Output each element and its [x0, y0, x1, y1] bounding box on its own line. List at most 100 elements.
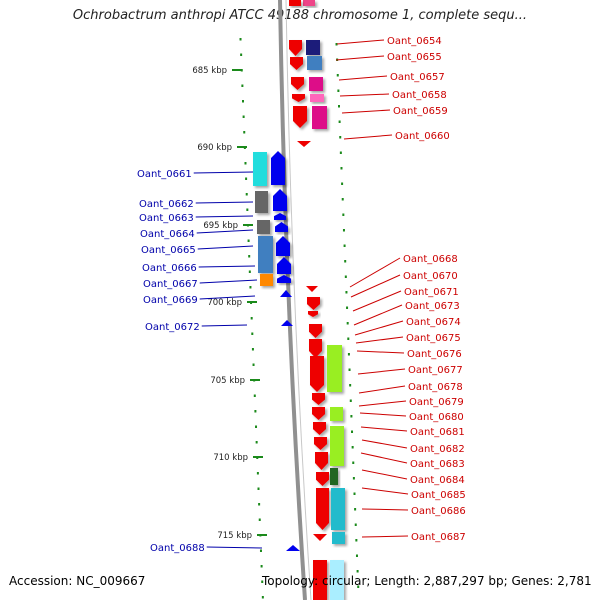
gene-label-reverse[interactable]: Oant_0682: [410, 444, 465, 455]
gene-label-forward[interactable]: Oant_0663: [139, 213, 194, 224]
gene-label-reverse[interactable]: Oant_0659: [393, 106, 448, 117]
scale-dot: [260, 565, 263, 568]
gene-arrow-reverse: [315, 452, 328, 470]
scale-dot: [336, 74, 339, 77]
gene-block: [303, 0, 315, 6]
gene-arrow-reverse: [290, 57, 303, 70]
gene-label-reverse[interactable]: Oant_0657: [390, 72, 445, 83]
gene-label-reverse[interactable]: Oant_0671: [404, 287, 459, 298]
gene-label-forward[interactable]: Oant_0661: [137, 169, 192, 180]
label-leader: [355, 336, 404, 344]
kbp-tick-label: 685 kbp: [192, 66, 227, 76]
gene-block: [330, 407, 343, 421]
gene-block: [289, 0, 301, 6]
gene-label-reverse[interactable]: Oant_0678: [408, 382, 463, 393]
gene-label-forward[interactable]: Oant_0667: [143, 279, 198, 290]
label-leader: [343, 134, 393, 140]
scale-dot: [258, 503, 261, 506]
gene-block: [257, 220, 270, 234]
gene-label-reverse[interactable]: Oant_0684: [410, 475, 465, 486]
label-leader: [198, 265, 256, 268]
label-leader: [339, 93, 390, 97]
gene-label-reverse[interactable]: Oant_0681: [410, 427, 465, 438]
scale-dot: [255, 441, 258, 444]
label-leader: [196, 229, 254, 234]
gene-label-reverse[interactable]: Oant_0686: [411, 506, 466, 517]
gene-arrow-forward: [277, 275, 291, 283]
scale-dot: [340, 167, 343, 170]
scale-dot: [243, 131, 246, 134]
label-leader: [360, 426, 408, 432]
label-leader: [361, 487, 409, 495]
gene-label-reverse[interactable]: Oant_0687: [411, 532, 466, 543]
scale-dot: [350, 415, 353, 418]
accession-text: Accession: NC_009667: [9, 574, 146, 588]
gene-arrow-forward: [274, 213, 286, 220]
gene-label-forward[interactable]: Oant_0669: [143, 295, 198, 306]
label-leader: [199, 279, 258, 284]
gene-block: [313, 560, 327, 600]
gene-block: [253, 152, 267, 186]
gene-arrow-reverse: [307, 297, 320, 310]
gene-arrow-reverse: [312, 393, 325, 405]
gene-label-forward[interactable]: Oant_0672: [145, 322, 200, 333]
label-leader: [361, 508, 409, 511]
scale-dot: [245, 193, 248, 196]
scale-dot: [346, 306, 349, 309]
gene-label-reverse[interactable]: Oant_0675: [406, 333, 461, 344]
gene-label-reverse[interactable]: Oant_0668: [403, 254, 458, 265]
label-leader: [352, 290, 402, 312]
gene-label-reverse[interactable]: Oant_0658: [392, 90, 447, 101]
gene-label-reverse[interactable]: Oant_0660: [395, 131, 450, 142]
scale-dot: [244, 162, 247, 165]
gene-block: [255, 191, 268, 213]
kbp-tick-label: 710 kbp: [213, 453, 248, 463]
scale-dot: [248, 270, 251, 273]
gene-label-reverse[interactable]: Oant_0654: [387, 36, 442, 47]
scale-dot: [354, 508, 357, 511]
scale-dot: [351, 430, 354, 433]
gene-label-forward[interactable]: Oant_0688: [150, 543, 205, 554]
scale-dot: [256, 472, 259, 475]
gene-arrow-reverse: [292, 94, 305, 102]
gene-label-forward[interactable]: Oant_0666: [142, 263, 197, 274]
scale-dot: [339, 151, 342, 154]
label-leader: [201, 324, 248, 327]
scale-dot: [253, 394, 256, 397]
gene-arrow-forward: [286, 545, 300, 551]
gene-label-reverse[interactable]: Oant_0655: [387, 52, 442, 63]
scale-dot: [347, 353, 350, 356]
gene-label-reverse[interactable]: Oant_0677: [408, 365, 463, 376]
gene-block: [310, 94, 324, 102]
scale-dot: [247, 239, 250, 242]
gene-label-reverse[interactable]: Oant_0685: [411, 490, 466, 501]
gene-arrow-reverse: [289, 40, 302, 56]
label-leader: [338, 75, 388, 81]
gene-label-forward[interactable]: Oant_0664: [140, 229, 195, 240]
gene-label-reverse[interactable]: Oant_0676: [407, 349, 462, 360]
gene-label-forward[interactable]: Oant_0665: [141, 245, 196, 256]
scale-dot: [352, 461, 355, 464]
scale-dot: [337, 89, 340, 92]
gene-arrow-forward: [271, 151, 285, 185]
label-leader: [195, 201, 254, 204]
gene-blocks: [253, 0, 345, 600]
gene-block: [330, 426, 344, 466]
gene-label-reverse[interactable]: Oant_0683: [410, 459, 465, 470]
kbp-tick-label: 700 kbp: [207, 298, 242, 308]
scale-dot: [352, 477, 355, 480]
gene-arrow-reverse: [306, 286, 318, 292]
label-leader: [335, 55, 385, 61]
map-title: Ochrobactrum anthropi ATCC 49188 chromos…: [72, 8, 528, 23]
gene-block: [309, 77, 323, 91]
gene-label-reverse[interactable]: Oant_0673: [405, 301, 460, 312]
gene-label-reverse[interactable]: Oant_0679: [409, 397, 464, 408]
gene-arrow-reverse: [309, 339, 322, 358]
gene-label-reverse[interactable]: Oant_0674: [406, 317, 461, 328]
gene-label-reverse[interactable]: Oant_0670: [403, 271, 458, 282]
gene-label-reverse[interactable]: Oant_0680: [409, 412, 464, 423]
label-leader: [358, 385, 406, 394]
gene-label-forward[interactable]: Oant_0662: [139, 199, 194, 210]
scale-dot: [251, 348, 254, 351]
